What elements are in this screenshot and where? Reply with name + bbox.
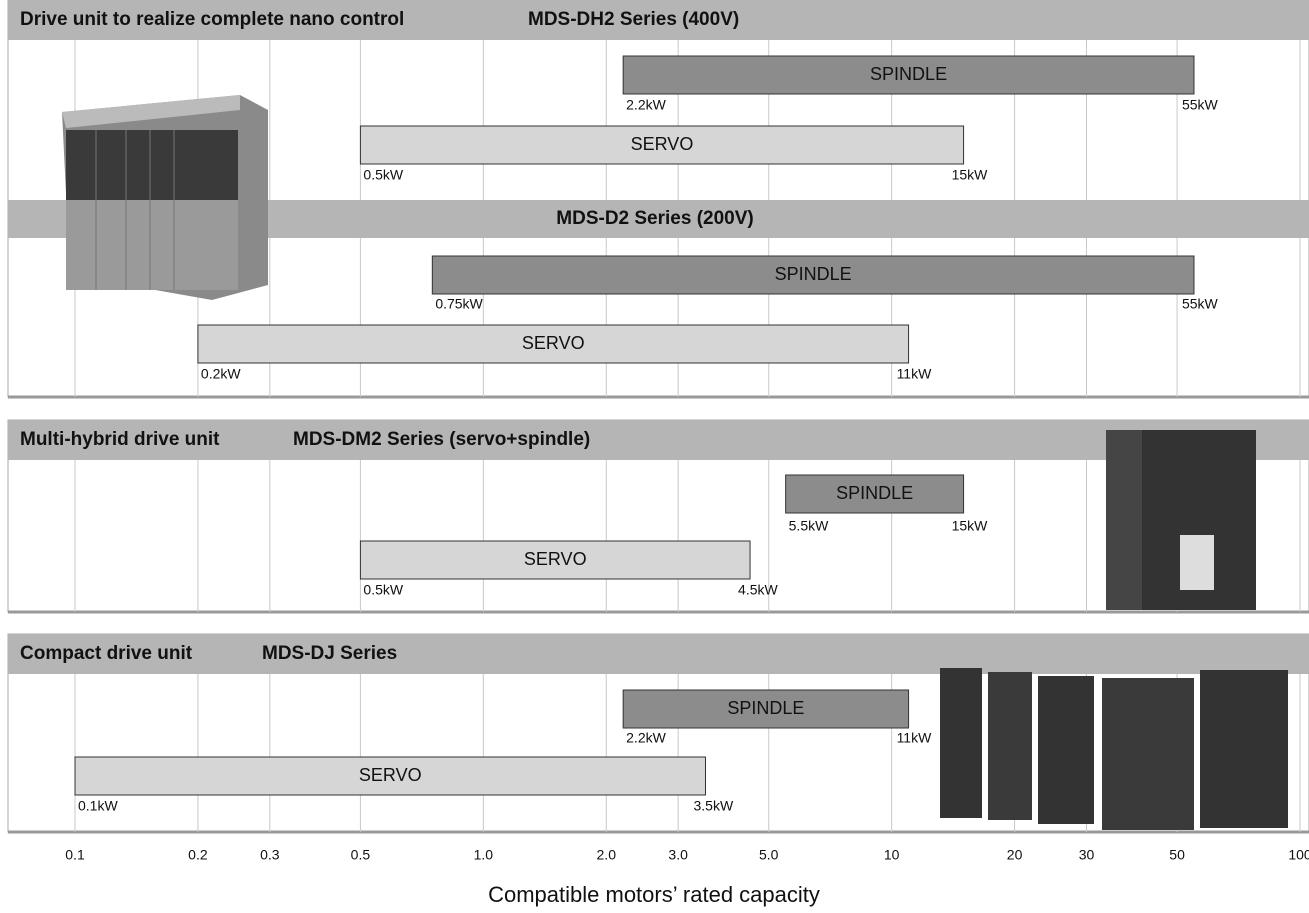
end-label: 3.5kW (693, 798, 733, 814)
range-bar (622, 55, 1195, 95)
header-band (8, 634, 1309, 674)
x-axis: 0.1 0.2 0.3 0.5 1.0 2.0 3.0 5.0 10 20 30 50 100 (65, 847, 1309, 863)
x-tick-label: 0.5 (351, 847, 371, 863)
header-subtitle: MDS-DM2 Series (servo+spindle) (293, 429, 590, 450)
end-label: 15kW (952, 167, 989, 183)
x-tick-label: 100 (1288, 847, 1309, 863)
start-label: 0.2kW (201, 366, 241, 382)
start-label: 5.5kW (789, 518, 829, 534)
range-bar (622, 689, 910, 729)
bar-label: SPINDLE (836, 483, 913, 503)
header-title: Compact drive unit (20, 643, 193, 664)
x-axis-label: Compatible motors’ rated capacity (488, 882, 820, 907)
header-title: MDS-D2 Series (200V) (556, 208, 753, 229)
x-tick-label: 5.0 (759, 847, 779, 863)
header-subtitle: MDS-DH2 Series (400V) (528, 9, 739, 30)
x-tick-label: 0.3 (260, 847, 280, 863)
start-label: 2.2kW (626, 730, 666, 746)
x-tick-label: 0.1 (65, 847, 85, 863)
x-tick-label: 20 (1007, 847, 1023, 863)
header-title: Drive unit to realize complete nano cont… (20, 9, 404, 30)
end-label: 11kW (897, 730, 933, 746)
range-bar (431, 255, 1195, 295)
end-label: 15kW (952, 518, 989, 534)
end-label: 11kW (897, 366, 933, 382)
end-label: 55kW (1182, 97, 1219, 113)
start-label: 0.5kW (363, 582, 403, 598)
x-tick-label: 0.2 (188, 847, 208, 863)
x-tick-label: 3.0 (668, 847, 688, 863)
range-bar (197, 324, 910, 364)
header-band (8, 0, 1309, 40)
header-subtitle: MDS-DJ Series (262, 643, 397, 664)
x-tick-label: 30 (1079, 847, 1095, 863)
bar-label: SPINDLE (727, 698, 804, 718)
bar-label: SERVO (359, 765, 422, 785)
x-tick-label: 2.0 (597, 847, 617, 863)
product-image-dj (940, 668, 1288, 830)
end-label: 55kW (1182, 296, 1219, 312)
header-band (8, 420, 1309, 460)
product-images (62, 95, 1288, 830)
end-label: 4.5kW (738, 582, 778, 598)
range-bar (785, 474, 965, 514)
product-image-dh2 (62, 95, 268, 300)
product-image-dm2 (1106, 430, 1256, 610)
range-bar (359, 540, 751, 580)
bars: SPINDLE 2.2kW 55kW SERVO 0.5kW 15kW SPINDLE 0.7… (74, 55, 1219, 814)
bar-label: SERVO (522, 333, 585, 353)
header-title: Multi-hybrid drive unit (20, 429, 220, 450)
range-bar (74, 756, 706, 796)
bar-label: SPINDLE (775, 264, 852, 284)
bar-label: SERVO (524, 549, 587, 569)
bar-label: SPINDLE (870, 64, 947, 84)
bar-label: SERVO (631, 134, 694, 154)
x-tick-label: 10 (884, 847, 900, 863)
start-label: 0.5kW (363, 167, 403, 183)
start-label: 0.75kW (435, 296, 483, 312)
x-tick-label: 50 (1169, 847, 1185, 863)
start-label: 2.2kW (626, 97, 666, 113)
x-tick-label: 1.0 (474, 847, 494, 863)
start-label: 0.1kW (78, 798, 118, 814)
range-bar (359, 125, 965, 165)
